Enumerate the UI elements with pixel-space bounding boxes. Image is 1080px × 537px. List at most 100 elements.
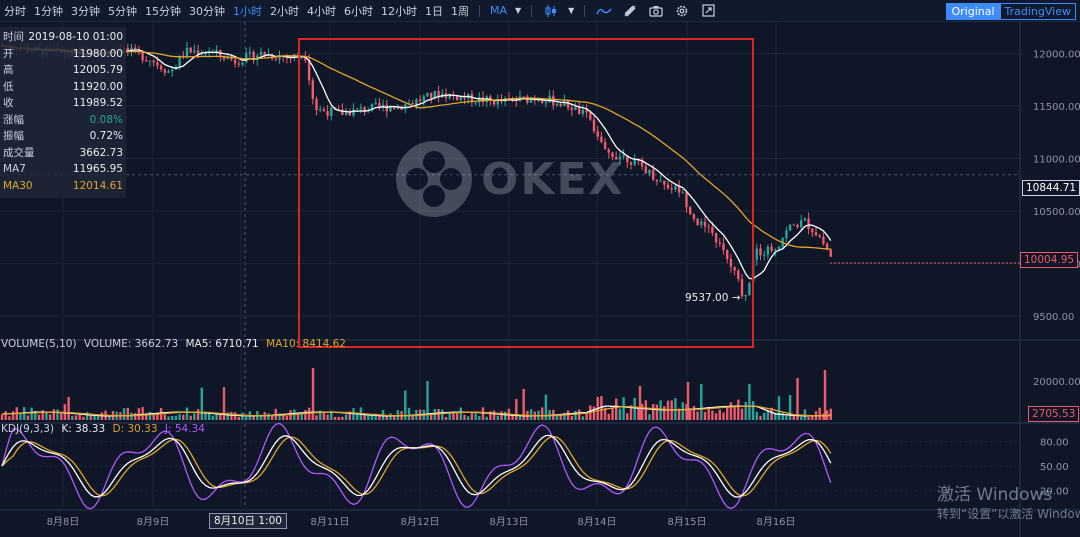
volume-bar <box>341 416 344 420</box>
timeframe-10[interactable]: 12小时 <box>381 4 417 18</box>
candle-body <box>222 55 226 60</box>
timeframe-8[interactable]: 4小时 <box>307 4 336 18</box>
volume-bar <box>607 413 610 420</box>
amplitude-value: 0.72% <box>89 130 123 142</box>
camera-icon[interactable] <box>648 3 664 19</box>
date-tick-label: 8月8日 <box>47 516 80 528</box>
timeframe-12[interactable]: 1周 <box>451 4 469 18</box>
volume-bar <box>126 407 129 420</box>
last-price-label: 10004.95 <box>1020 252 1079 268</box>
volume-bar <box>319 410 322 420</box>
candle-body <box>356 108 359 110</box>
volume-bar <box>122 408 126 420</box>
candle-body <box>800 220 803 228</box>
view-original-button[interactable]: Original <box>946 3 1000 20</box>
candle-body <box>677 185 681 193</box>
volume-bar <box>4 411 7 420</box>
volume-bar <box>629 405 633 420</box>
volume-bar <box>600 396 603 420</box>
volume-title: VOLUME(5,10) <box>1 338 77 350</box>
candle-body <box>640 160 644 167</box>
settings-icon[interactable] <box>674 3 690 19</box>
volume-bar <box>822 413 825 420</box>
candle-body <box>611 152 614 158</box>
indicator-select[interactable]: MA <box>490 4 508 17</box>
candle-body <box>237 63 240 65</box>
candle-body <box>541 100 544 103</box>
timeframe-3[interactable]: 5分钟 <box>108 4 137 18</box>
chevron-down-icon[interactable]: ▼ <box>515 6 522 15</box>
candle-type-icon[interactable] <box>543 3 559 19</box>
volume-bar <box>470 412 474 420</box>
volume-bar <box>200 387 203 420</box>
candle-body <box>319 109 322 111</box>
volume-bar <box>74 415 78 420</box>
volume-bar <box>26 415 30 420</box>
chart-line-icon[interactable] <box>596 3 612 19</box>
timeframe-0[interactable]: 分时 <box>4 4 26 18</box>
candle-body <box>829 249 832 257</box>
volume-bar <box>489 411 492 420</box>
volume-bar <box>52 409 55 420</box>
candle-body <box>148 60 152 62</box>
candle-body <box>685 192 688 208</box>
volume-bar <box>219 413 222 420</box>
drawing-tool-icon[interactable] <box>622 3 638 19</box>
timeframe-9[interactable]: 6小时 <box>344 4 373 18</box>
volume-bar <box>755 411 758 420</box>
timeframe-4[interactable]: 15分钟 <box>145 4 181 18</box>
candle-body <box>478 97 481 103</box>
price-tick-label: 12000.00 <box>1033 50 1080 61</box>
chart-canvas[interactable]: 12000.0011500.0011000.0010500.0010000.00… <box>0 22 1080 537</box>
price-tick-label: 11500.00 <box>1033 102 1080 113</box>
volume-bar <box>296 412 300 420</box>
volume-bar <box>311 368 315 420</box>
volume-bar <box>211 415 215 420</box>
date-tick-label: 8月13日 <box>489 516 528 528</box>
timeframe-1[interactable]: 1分钟 <box>34 4 63 18</box>
volume-bar <box>770 407 773 420</box>
watermark-text: OKEX <box>481 153 625 205</box>
kdj-tick-label: 80.00 <box>1040 437 1069 448</box>
candle-body <box>570 107 573 111</box>
volume-bar <box>800 416 803 420</box>
candle-body <box>241 62 244 65</box>
candle-body <box>381 104 385 107</box>
volume-bar <box>145 414 148 420</box>
date-tick-label: 8月16日 <box>756 516 795 528</box>
volume-bar <box>452 413 455 420</box>
volume-bar <box>796 377 799 420</box>
volume-bar <box>307 407 311 420</box>
volume-bar <box>703 411 707 420</box>
chevron-down-icon[interactable]: ▼ <box>568 6 575 15</box>
timeframe-2[interactable]: 3分钟 <box>71 4 100 18</box>
timeframe-6[interactable]: 1小时 <box>233 4 262 18</box>
volume-ma5: MA5: 6710.71 <box>185 338 259 350</box>
volume-bar <box>426 380 429 420</box>
fullscreen-icon[interactable] <box>700 3 716 19</box>
candle-body <box>633 158 636 165</box>
candle-body <box>681 192 684 194</box>
volume-bar <box>603 407 607 420</box>
timeframe-11[interactable]: 1日 <box>425 4 443 18</box>
volume-bar <box>267 413 270 420</box>
volume-bar <box>374 413 377 420</box>
view-tradingview-button[interactable]: TradingView <box>999 3 1076 20</box>
volume-bar <box>45 412 48 420</box>
candle-body <box>707 226 710 228</box>
candle-body <box>430 92 433 99</box>
timeframe-5[interactable]: 30分钟 <box>189 4 225 18</box>
candle-body <box>689 207 692 215</box>
volume-value: VOLUME: 3662.73 <box>83 338 179 350</box>
volume-bar <box>559 413 562 420</box>
candle-body <box>811 228 814 233</box>
time-key: 时间 <box>3 31 24 43</box>
candle-body <box>182 55 185 57</box>
timeframe-7[interactable]: 2小时 <box>270 4 299 18</box>
candle-body <box>748 283 751 295</box>
candle-body <box>692 214 696 219</box>
candle-body <box>744 294 747 297</box>
toolbar: 分时 1分钟 3分钟 5分钟 15分钟 30分钟 1小时 2小时 4小时 6小时 12小时 1日 1周 … <box>0 0 1080 22</box>
date-tick-label: 8月12日 <box>400 516 439 528</box>
high-key: 高 <box>3 64 14 76</box>
